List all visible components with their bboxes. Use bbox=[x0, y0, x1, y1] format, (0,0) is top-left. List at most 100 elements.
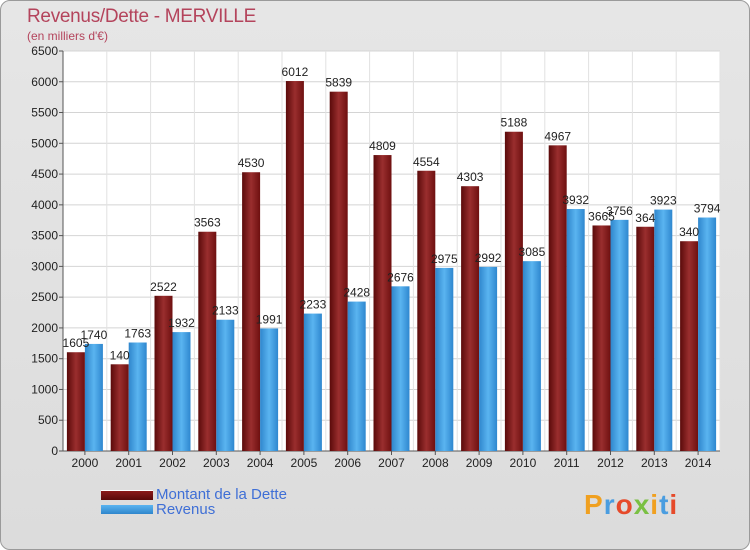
logo-letter: r bbox=[603, 489, 616, 520]
bar-revenue bbox=[566, 209, 585, 451]
data-label-revenue: 2428 bbox=[343, 286, 370, 300]
bar-revenue bbox=[84, 343, 103, 451]
bar-revenue bbox=[479, 266, 498, 451]
logo-letter: i bbox=[650, 489, 660, 520]
chart-subtitle: (en milliers d'€) bbox=[27, 29, 108, 43]
data-label-revenue: 2975 bbox=[431, 252, 458, 266]
bar-debt bbox=[417, 170, 436, 451]
bars bbox=[66, 81, 717, 452]
data-label-revenue: 3756 bbox=[606, 204, 633, 218]
bar-debt bbox=[242, 172, 261, 451]
logo-letter: i bbox=[669, 489, 679, 520]
bar-debt bbox=[329, 91, 348, 451]
x-tick-label: 2014 bbox=[685, 456, 712, 470]
bar-debt bbox=[461, 186, 480, 451]
x-tick-label: 2010 bbox=[510, 456, 537, 470]
legend-label-debt: Montant de la Dette bbox=[156, 486, 287, 503]
bar-revenue bbox=[654, 209, 673, 451]
x-tick-label: 2011 bbox=[554, 456, 580, 470]
bar-revenue bbox=[216, 319, 235, 451]
y-tick-label: 6000 bbox=[31, 75, 58, 89]
data-label-revenue: 2133 bbox=[212, 304, 239, 318]
bar-revenue bbox=[260, 328, 279, 451]
data-label-revenue: 2992 bbox=[475, 251, 502, 265]
bar-revenue bbox=[303, 313, 322, 451]
y-tick-label: 4000 bbox=[31, 198, 58, 212]
y-tick-label: 1000 bbox=[31, 382, 58, 396]
bar-debt bbox=[285, 81, 304, 452]
y-tick-label: 3000 bbox=[31, 259, 58, 273]
logo-letter: o bbox=[615, 489, 634, 520]
data-label-revenue: 2233 bbox=[300, 298, 327, 312]
x-tick-label: 2007 bbox=[378, 456, 405, 470]
y-tick-label: 4500 bbox=[31, 167, 58, 181]
y-tick-label: 0 bbox=[51, 444, 58, 458]
y-tick-label: 1500 bbox=[31, 352, 58, 366]
y-tick-label: 6500 bbox=[31, 44, 58, 58]
bar-revenue bbox=[391, 286, 410, 451]
x-tick-label: 2001 bbox=[115, 456, 142, 470]
data-label-debt: 2522 bbox=[150, 280, 177, 294]
x-tick-label: 2009 bbox=[466, 456, 493, 470]
bar-debt bbox=[154, 295, 173, 451]
x-tick-label: 2008 bbox=[422, 456, 449, 470]
data-label-debt: 3665 bbox=[588, 209, 615, 223]
x-tick-label: 2012 bbox=[597, 456, 624, 470]
data-label-debt: 6012 bbox=[282, 65, 309, 79]
bar-debt bbox=[592, 225, 611, 451]
bar-debt bbox=[373, 155, 392, 452]
x-tick-label: 2004 bbox=[247, 456, 274, 470]
data-label-revenue: 1740 bbox=[81, 328, 108, 342]
bar-debt bbox=[198, 231, 217, 451]
x-tick-label: 2006 bbox=[334, 456, 361, 470]
data-label-debt: 4967 bbox=[544, 129, 571, 143]
data-label-debt: 340 bbox=[679, 225, 699, 239]
bar-revenue bbox=[435, 267, 454, 451]
data-label-debt: 4530 bbox=[238, 156, 265, 170]
y-tick-label: 3500 bbox=[31, 229, 58, 243]
x-tick-label: 2003 bbox=[203, 456, 230, 470]
y-tick-label: 500 bbox=[38, 413, 58, 427]
data-label-revenue: 1763 bbox=[124, 327, 151, 341]
data-label-debt: 1605 bbox=[63, 336, 90, 350]
x-tick-label: 2013 bbox=[641, 456, 668, 470]
data-label-revenue: 3923 bbox=[650, 194, 677, 208]
bar-revenue bbox=[522, 261, 541, 451]
data-label-revenue: 3085 bbox=[519, 245, 546, 259]
bar-revenue bbox=[347, 301, 366, 451]
bar-debt bbox=[680, 241, 699, 451]
data-label-debt: 4303 bbox=[457, 170, 484, 184]
data-label-debt: 3563 bbox=[194, 216, 221, 230]
data-label-debt: 4809 bbox=[369, 139, 396, 153]
y-tick-label: 5500 bbox=[31, 106, 58, 120]
logo-letter: x bbox=[633, 489, 651, 520]
data-label-revenue: 1991 bbox=[256, 312, 283, 326]
bar-debt bbox=[110, 364, 129, 451]
x-tick-label: 2005 bbox=[291, 456, 318, 470]
data-label-revenue: 3794 bbox=[694, 202, 721, 216]
data-label-revenue: 1932 bbox=[168, 316, 195, 330]
axes: 0 500 1000 1500 2000 2500 3000 3500 4000 4500 5000… bbox=[31, 44, 720, 470]
logo-letter: t bbox=[659, 489, 670, 520]
bar-debt bbox=[636, 226, 655, 451]
legend-label-revenue: Revenus bbox=[156, 501, 216, 518]
chart-title: Revenus/Dette - MERVILLE bbox=[27, 6, 257, 27]
y-tick-label: 2500 bbox=[31, 290, 58, 304]
legend-swatch-revenue bbox=[101, 505, 153, 514]
data-label-revenue: 2676 bbox=[387, 270, 414, 284]
bar-debt bbox=[504, 131, 523, 451]
bar-revenue bbox=[128, 342, 147, 451]
y-tick-label: 2000 bbox=[31, 321, 58, 335]
bar-revenue bbox=[172, 332, 191, 451]
data-label-debt: 364 bbox=[635, 211, 655, 225]
bar-debt bbox=[66, 352, 85, 451]
bar-debt bbox=[548, 145, 567, 452]
bar-revenue bbox=[610, 219, 629, 451]
data-label-debt: 140 bbox=[110, 348, 130, 362]
legend-swatch-debt bbox=[101, 490, 153, 500]
data-label-debt: 5188 bbox=[501, 116, 528, 130]
data-label-revenue: 3932 bbox=[562, 193, 589, 207]
bar-revenue bbox=[698, 217, 717, 451]
